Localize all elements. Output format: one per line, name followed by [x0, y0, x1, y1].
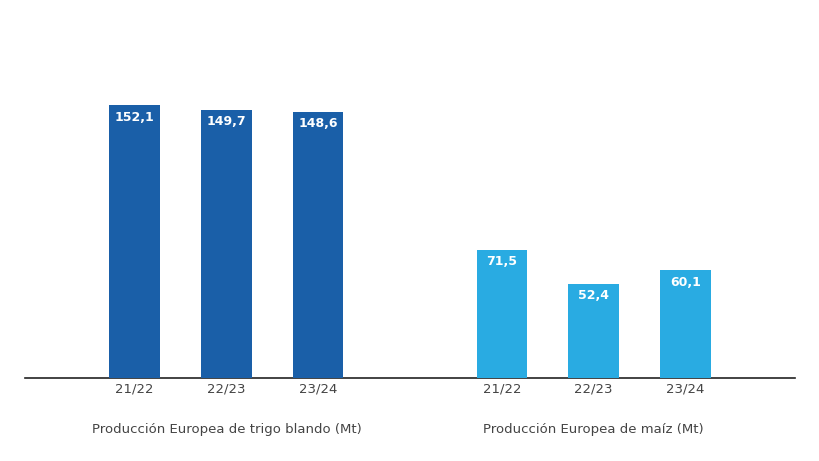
Text: 148,6: 148,6 — [298, 117, 337, 130]
Text: 52,4: 52,4 — [577, 290, 609, 302]
Bar — [568, 284, 618, 378]
Text: Producción Europea de maíz (Mt): Producción Europea de maíz (Mt) — [482, 423, 703, 436]
Text: 71,5: 71,5 — [486, 255, 517, 268]
Text: 152,1: 152,1 — [115, 111, 155, 124]
Text: 60,1: 60,1 — [669, 276, 700, 289]
Bar — [476, 250, 527, 378]
Bar — [110, 106, 160, 378]
Text: 149,7: 149,7 — [206, 115, 246, 128]
Bar — [292, 112, 343, 378]
Bar — [201, 110, 251, 378]
Text: Producción Europea de trigo blando (Mt): Producción Europea de trigo blando (Mt) — [92, 423, 361, 436]
Bar — [659, 270, 709, 378]
